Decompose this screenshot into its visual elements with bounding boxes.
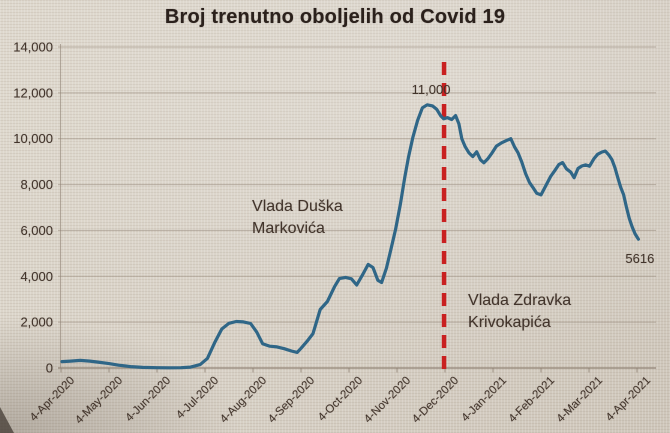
y-axis-label: 0	[46, 361, 53, 376]
end-value-label: 5616	[625, 251, 654, 266]
y-axis-label: 6,000	[20, 223, 53, 238]
x-axis-label: 4-May-2020	[73, 375, 125, 427]
x-axis-label: 4-Oct-2020	[316, 375, 365, 424]
x-axis-label: 4-Mar-2021	[555, 375, 606, 426]
y-axis-label: 12,000	[13, 85, 53, 100]
y-axis-label: 14,000	[13, 40, 53, 55]
gov-krivokapic-label: Vlada Zdravka Krivokapića	[468, 292, 571, 331]
x-axis-label: 4-Feb-2021	[507, 375, 558, 426]
chart-title: Broj trenutno oboljelih od Covid 19	[164, 6, 506, 28]
x-axis-label: 4-Dec-2020	[410, 375, 461, 426]
y-axis-label: 4,000	[20, 269, 53, 284]
peak-value-label: 11,000	[412, 82, 451, 97]
x-axis-label: 4-Jun-2020	[123, 375, 173, 425]
y-axis-label: 10,000	[13, 131, 53, 146]
x-axis-label: 4-Jan-2021	[459, 375, 509, 425]
y-axis-label: 2,000	[20, 315, 53, 330]
x-axis-label: 4-Nov-2020	[362, 375, 413, 426]
series-line-broj-trenutno-oboljelih	[60, 103, 640, 370]
y-axis-label: 8,000	[20, 177, 53, 192]
x-axis-label: 4-Aug-2020	[218, 375, 269, 426]
x-axis-label: 4-Apr-2020	[28, 375, 77, 424]
x-axis-label: 4-Sep-2020	[266, 375, 317, 426]
x-axis-label: 4-Apr-2021	[604, 375, 653, 424]
gov-markovic-label: Vlada Duška Markovića	[252, 198, 343, 237]
x-axis-label: 4-Jul-2020	[174, 375, 221, 422]
